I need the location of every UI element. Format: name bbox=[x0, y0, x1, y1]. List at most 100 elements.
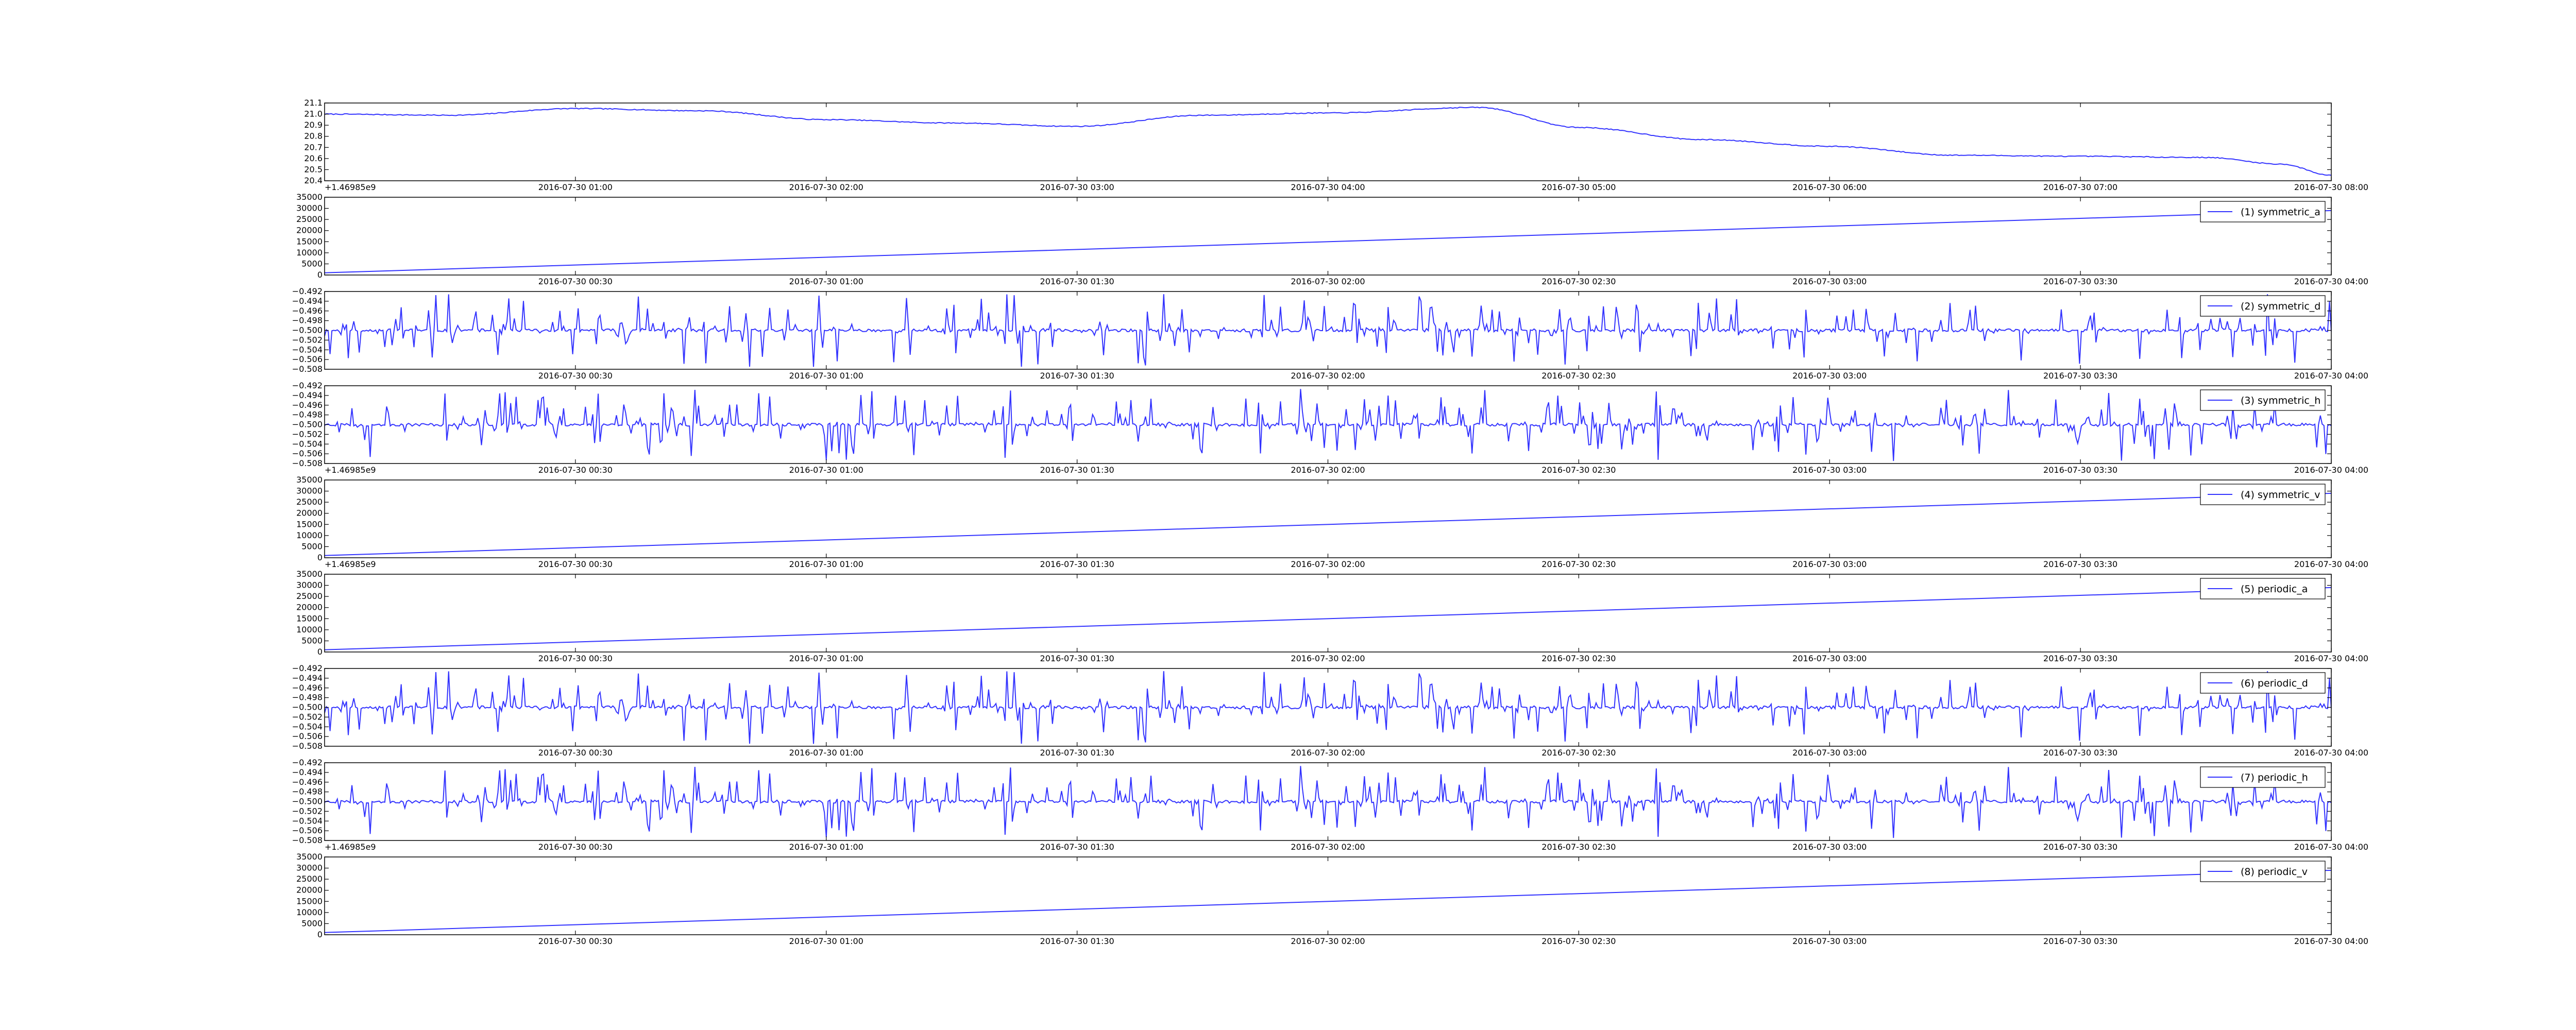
y-tick-label: 10000 bbox=[296, 907, 323, 917]
series-line-2 bbox=[325, 294, 2331, 367]
series-line-6 bbox=[325, 671, 2331, 744]
x-tick-label: 2016-07-30 00:30 bbox=[538, 559, 613, 569]
x-tick-label: 2016-07-30 02:00 bbox=[1291, 371, 1365, 381]
y-tick-label: 15000 bbox=[296, 896, 323, 906]
x-tick-label: 2016-07-30 01:30 bbox=[1040, 748, 1114, 758]
x-tick-label: 2016-07-30 04:00 bbox=[2294, 465, 2368, 475]
x-tick-label: 2016-07-30 03:00 bbox=[1792, 748, 1867, 758]
y-tick-label: −0.504 bbox=[292, 439, 323, 449]
y-tick-label: 20.6 bbox=[304, 153, 323, 163]
y-tick-label: 10000 bbox=[296, 625, 323, 634]
x-tick-label: 2016-07-30 02:00 bbox=[789, 182, 863, 192]
x-tick-label: 2016-07-30 01:00 bbox=[789, 748, 863, 758]
x-tick-label: 2016-07-30 03:30 bbox=[2043, 654, 2117, 663]
y-tick-label: −0.500 bbox=[292, 702, 323, 712]
x-tick-label: 2016-07-30 01:30 bbox=[1040, 842, 1114, 852]
y-tick-label: 10000 bbox=[296, 248, 323, 258]
x-tick-label: 2016-07-30 00:30 bbox=[538, 748, 613, 758]
x-tick-label: 2016-07-30 01:30 bbox=[1040, 936, 1114, 946]
subplot-3: −0.508−0.506−0.504−0.502−0.500−0.498−0.4… bbox=[292, 381, 2368, 475]
x-tick-label: 2016-07-30 01:30 bbox=[1040, 465, 1114, 475]
x-tick-label: 2016-07-30 00:30 bbox=[538, 277, 613, 286]
y-tick-label: 35000 bbox=[296, 852, 323, 862]
x-tick-label: 2016-07-30 01:00 bbox=[789, 936, 863, 946]
legend-label: (6) periodic_d bbox=[2241, 678, 2308, 689]
y-tick-label: 0 bbox=[317, 647, 323, 657]
y-tick-label: −0.502 bbox=[292, 806, 323, 816]
y-tick-label: −0.506 bbox=[292, 731, 323, 741]
y-tick-label: −0.492 bbox=[292, 758, 323, 767]
x-tick-label: 2016-07-30 00:30 bbox=[538, 371, 613, 381]
y-tick-label: −0.500 bbox=[292, 325, 323, 335]
x-tick-label: 2016-07-30 04:00 bbox=[2294, 559, 2368, 569]
x-tick-label: 2016-07-30 02:00 bbox=[1291, 277, 1365, 286]
y-tick-label: 30000 bbox=[296, 580, 323, 590]
x-offset-label: +1.46985e9 bbox=[325, 559, 376, 569]
y-tick-label: 30000 bbox=[296, 863, 323, 873]
y-tick-label: −0.502 bbox=[292, 429, 323, 439]
x-tick-label: 2016-07-30 01:30 bbox=[1040, 277, 1114, 286]
legend-7: (7) periodic_h bbox=[2200, 766, 2326, 788]
x-tick-label: 2016-07-30 03:00 bbox=[1792, 465, 1867, 475]
x-tick-label: 2016-07-30 03:30 bbox=[2043, 936, 2117, 946]
series-line-5 bbox=[325, 587, 2331, 650]
y-tick-label: 20000 bbox=[296, 885, 323, 895]
y-tick-label: 0 bbox=[317, 930, 323, 939]
y-tick-label: −0.498 bbox=[292, 693, 323, 702]
legend-label: (1) symmetric_a bbox=[2241, 207, 2320, 218]
x-tick-label: 2016-07-30 03:00 bbox=[1040, 182, 1114, 192]
y-tick-label: −0.500 bbox=[292, 420, 323, 430]
y-tick-label: −0.508 bbox=[292, 364, 323, 374]
y-tick-label: 25000 bbox=[296, 874, 323, 884]
series-line-4 bbox=[325, 492, 2331, 556]
x-tick-label: 2016-07-30 01:00 bbox=[789, 371, 863, 381]
x-tick-label: 2016-07-30 03:30 bbox=[2043, 277, 2117, 286]
x-tick-label: 2016-07-30 00:30 bbox=[538, 654, 613, 663]
x-tick-label: 2016-07-30 03:00 bbox=[1792, 371, 1867, 381]
y-tick-label: 25000 bbox=[296, 591, 323, 601]
legend-6: (6) periodic_d bbox=[2200, 672, 2326, 694]
y-tick-label: 20.9 bbox=[304, 120, 323, 130]
legend-label: (5) periodic_a bbox=[2241, 583, 2308, 595]
x-tick-label: 2016-07-30 00:30 bbox=[538, 465, 613, 475]
y-tick-label: 20.7 bbox=[304, 142, 323, 152]
x-tick-label: 2016-07-30 02:30 bbox=[1541, 465, 1616, 475]
y-tick-label: 20.8 bbox=[304, 131, 323, 141]
y-tick-label: 35000 bbox=[296, 192, 323, 202]
x-tick-label: 2016-07-30 06:00 bbox=[1792, 182, 1867, 192]
x-tick-label: 2016-07-30 00:30 bbox=[538, 936, 613, 946]
legend-8: (8) periodic_v bbox=[2200, 861, 2326, 882]
y-tick-label: 35000 bbox=[296, 569, 323, 579]
legend-1: (1) symmetric_a bbox=[2200, 201, 2326, 222]
x-tick-label: 2016-07-30 02:00 bbox=[1291, 748, 1365, 758]
series-line-1 bbox=[325, 210, 2331, 273]
x-tick-label: 2016-07-30 00:30 bbox=[538, 842, 613, 852]
x-tick-label: 2016-07-30 04:00 bbox=[2294, 277, 2368, 286]
x-tick-label: 2016-07-30 01:00 bbox=[789, 842, 863, 852]
y-tick-label: 25000 bbox=[296, 497, 323, 507]
series-line-7 bbox=[325, 766, 2331, 838]
y-tick-label: 5000 bbox=[301, 636, 323, 645]
x-tick-label: 2016-07-30 02:30 bbox=[1541, 277, 1616, 286]
legend-4: (4) symmetric_v bbox=[2200, 484, 2326, 505]
subplot-0: 20.4 20.520.620.720.820.921.021.1 2016-07-… bbox=[304, 98, 2368, 192]
x-tick-label: 2016-07-30 02:00 bbox=[1291, 465, 1365, 475]
legend-label: (7) periodic_h bbox=[2241, 772, 2308, 783]
x-tick-label: 2016-07-30 01:00 bbox=[789, 465, 863, 475]
y-tick-label: 15000 bbox=[296, 236, 323, 246]
y-tick-label: −0.496 bbox=[292, 306, 323, 316]
subplot-2: −0.508−0.506−0.504−0.502−0.500−0.498−0.4… bbox=[292, 286, 2368, 381]
y-tick-label: −0.492 bbox=[292, 663, 323, 673]
legend-2: (2) symmetric_d bbox=[2200, 295, 2326, 317]
x-tick-label: 2016-07-30 01:30 bbox=[1040, 371, 1114, 381]
x-tick-label: 2016-07-30 01:00 bbox=[789, 277, 863, 286]
y-tick-label: 5000 bbox=[301, 259, 323, 268]
y-tick-label: −0.502 bbox=[292, 335, 323, 345]
x-tick-label: 2016-07-30 05:00 bbox=[1541, 182, 1616, 192]
y-tick-label: 30000 bbox=[296, 486, 323, 496]
x-tick-label: 2016-07-30 02:00 bbox=[1291, 842, 1365, 852]
y-tick-label: −0.494 bbox=[292, 673, 323, 683]
